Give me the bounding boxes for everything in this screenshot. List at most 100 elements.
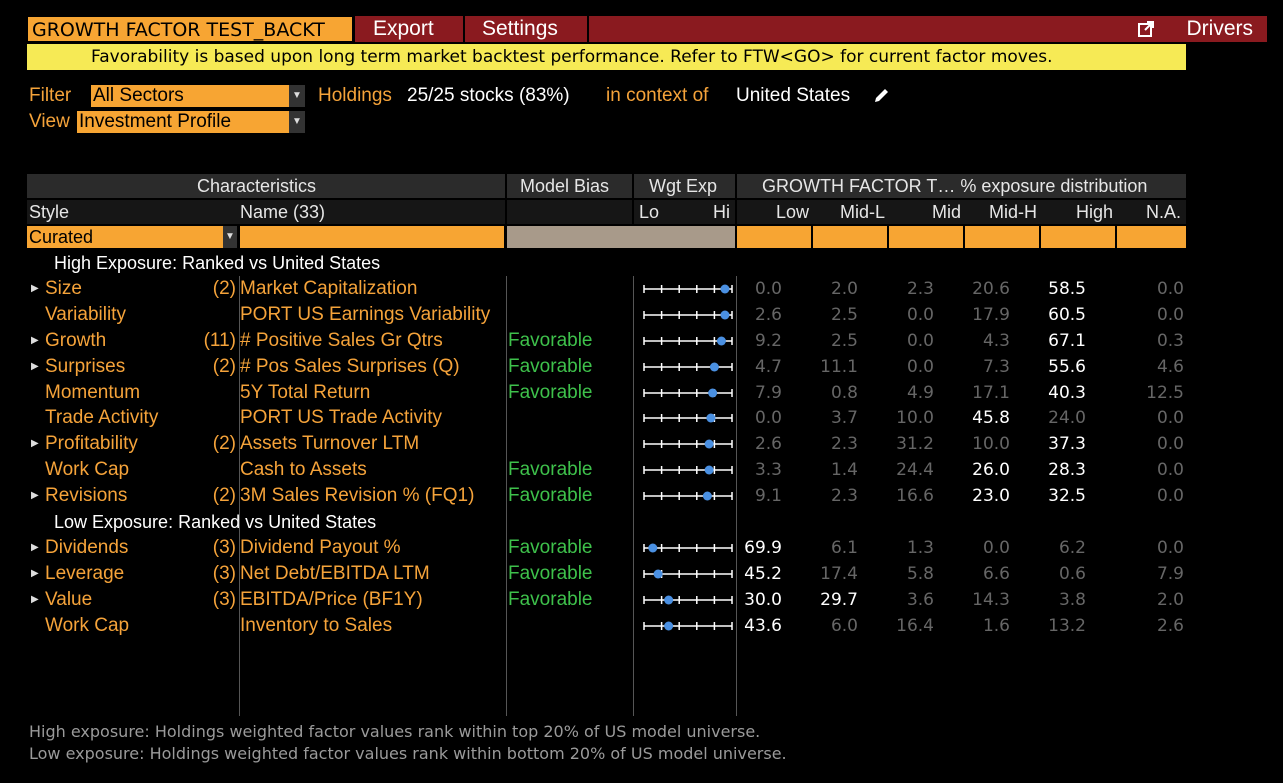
factor-name-cell[interactable]: # Pos Sales Surprises (Q) (240, 355, 460, 377)
distribution-na-cell[interactable]: 0.0 (1156, 278, 1184, 299)
wgt-exp-header[interactable]: Wgt Exp (649, 176, 718, 196)
distribution-mid-l-cell[interactable]: 2.5 (830, 330, 858, 351)
mid-h-column-header[interactable]: Mid-H (989, 202, 1037, 222)
drivers-button[interactable]: Drivers (1186, 17, 1254, 40)
chevron-down-icon[interactable]: ▼ (289, 85, 305, 107)
distribution-mid-h-cell[interactable]: 26.0 (972, 460, 1010, 481)
distribution-mid-cell[interactable]: 10.0 (896, 408, 934, 429)
name-column-header[interactable]: Name (33) (240, 202, 326, 222)
table-row[interactable]: ▶ Revisions (2) 3M Sales Revision % (FQ1) Fa… (0, 483, 1283, 509)
expand-arrow-icon[interactable]: ▶ (31, 490, 39, 502)
table-row[interactable]: Momentum 5Y Total Return Favorable 7.9 0.8 4.… (0, 380, 1283, 406)
distribution-mid-l-cell[interactable]: 29.7 (820, 589, 858, 610)
distribution-high-cell[interactable]: 37.3 (1048, 434, 1086, 455)
table-row[interactable]: ▶ Surprises (2) # Pos Sales Surprises (Q) Fa… (0, 354, 1283, 380)
distribution-mid-h-cell[interactable]: 45.8 (972, 408, 1010, 429)
distribution-mid-h-cell[interactable]: 17.9 (972, 304, 1010, 325)
style-filter-dropdown[interactable]: Curated ▼ (27, 226, 237, 248)
high-filter-field[interactable] (1041, 226, 1115, 248)
distribution-high-cell[interactable]: 6.2 (1058, 537, 1086, 558)
distribution-high-cell[interactable]: 0.6 (1058, 563, 1086, 584)
table-row[interactable]: ▶ Growth (11) # Positive Sales Gr Qtrs Favor… (0, 328, 1283, 354)
distribution-mid-h-cell[interactable]: 4.3 (982, 330, 1010, 351)
distribution-low-cell[interactable]: 45.2 (744, 563, 782, 584)
distribution-na-cell[interactable]: 0.0 (1156, 434, 1184, 455)
distribution-na-cell[interactable]: 0.0 (1156, 537, 1184, 558)
factor-name-cell[interactable]: 3M Sales Revision % (FQ1) (240, 485, 475, 507)
mid-column-header[interactable]: Mid (931, 202, 961, 222)
distribution-high-cell[interactable]: 60.5 (1048, 304, 1086, 325)
table-row[interactable]: Variability PORT US Earnings Variability 2… (0, 302, 1283, 328)
distribution-mid-l-cell[interactable]: 2.3 (830, 434, 858, 455)
distribution-mid-h-cell[interactable]: 20.6 (972, 278, 1010, 299)
distribution-na-cell[interactable]: 4.6 (1156, 356, 1184, 377)
table-row[interactable]: ▶ Profitability (2) Assets Turnover LTM 2.6 2… (0, 431, 1283, 457)
distribution-low-cell[interactable]: 3.3 (754, 460, 782, 481)
settings-button[interactable]: Settings (482, 17, 558, 40)
distribution-mid-l-cell[interactable]: 2.3 (830, 486, 858, 507)
distribution-mid-h-cell[interactable]: 7.3 (982, 356, 1010, 377)
distribution-na-cell[interactable]: 7.9 (1156, 563, 1184, 584)
distribution-na-cell[interactable]: 2.0 (1156, 589, 1184, 610)
model-bias-header[interactable]: Model Bias (520, 176, 610, 196)
distribution-mid-l-cell[interactable]: 2.5 (830, 304, 858, 325)
distribution-mid-l-cell[interactable]: 6.0 (830, 615, 858, 636)
mid-l-filter-field[interactable] (813, 226, 887, 248)
factor-name-cell[interactable]: # Positive Sales Gr Qtrs (240, 329, 443, 351)
distribution-high-cell[interactable]: 58.5 (1048, 278, 1086, 299)
distribution-mid-cell[interactable]: 3.6 (906, 589, 934, 610)
chevron-down-icon[interactable]: ▼ (223, 226, 237, 248)
distribution-mid-l-cell[interactable]: 0.8 (830, 382, 858, 403)
distribution-mid-cell[interactable]: 2.3 (906, 278, 934, 299)
distribution-low-cell[interactable]: 9.1 (754, 486, 782, 507)
distribution-na-cell[interactable]: 0.0 (1156, 486, 1184, 507)
distribution-na-cell[interactable]: 0.3 (1156, 330, 1184, 351)
distribution-low-cell[interactable]: 30.0 (744, 589, 782, 610)
distribution-mid-l-cell[interactable]: 11.1 (820, 356, 858, 377)
expand-arrow-icon[interactable]: ▶ (31, 438, 39, 450)
distribution-mid-cell[interactable]: 0.0 (906, 330, 934, 351)
distribution-low-cell[interactable]: 2.6 (754, 304, 782, 325)
distribution-mid-cell[interactable]: 5.8 (906, 563, 934, 584)
distribution-mid-cell[interactable]: 16.6 (896, 486, 934, 507)
sector-filter-dropdown[interactable]: All Sectors ▼ (91, 85, 305, 107)
distribution-low-cell[interactable]: 2.6 (754, 434, 782, 455)
distribution-mid-cell[interactable]: 1.3 (906, 537, 934, 558)
table-row[interactable]: Work Cap Cash to Assets Favorable 3.3 1.4 24.… (0, 457, 1283, 483)
distribution-mid-h-cell[interactable]: 17.1 (972, 382, 1010, 403)
expand-arrow-icon[interactable]: ▶ (31, 567, 39, 579)
low-filter-field[interactable] (737, 226, 811, 248)
distribution-mid-cell[interactable]: 0.0 (906, 304, 934, 325)
distribution-low-cell[interactable]: 0.0 (754, 408, 782, 429)
distribution-mid-l-cell[interactable]: 1.4 (830, 460, 858, 481)
distribution-mid-cell[interactable]: 4.9 (906, 382, 934, 403)
distribution-mid-h-cell[interactable]: 6.6 (982, 563, 1010, 584)
expand-arrow-icon[interactable]: ▶ (31, 334, 39, 346)
distribution-mid-cell[interactable]: 16.4 (896, 615, 934, 636)
view-dropdown[interactable]: Investment Profile ▼ (77, 111, 305, 133)
factor-name-cell[interactable]: PORT US Trade Activity (240, 407, 443, 429)
distribution-na-cell[interactable]: 0.0 (1156, 460, 1184, 481)
distribution-mid-h-cell[interactable]: 10.0 (972, 434, 1010, 455)
distribution-mid-h-cell[interactable]: 23.0 (972, 486, 1010, 507)
style-column-header[interactable]: Style (29, 202, 70, 222)
expand-arrow-icon[interactable]: ▶ (31, 593, 39, 605)
mid-filter-field[interactable] (889, 226, 963, 248)
factor-name-cell[interactable]: Assets Turnover LTM (240, 433, 420, 455)
distribution-mid-cell[interactable]: 0.0 (906, 356, 934, 377)
distribution-low-cell[interactable]: 4.7 (754, 356, 782, 377)
factor-name-cell[interactable]: Net Debt/EBITDA LTM (240, 562, 430, 584)
distribution-low-cell[interactable]: 43.6 (744, 615, 782, 636)
table-row[interactable]: ▶ Value (3) EBITDA/Price (BF1Y) Favorable 30.… (0, 587, 1283, 613)
distribution-high-cell[interactable]: 40.3 (1048, 382, 1086, 403)
distribution-mid-cell[interactable]: 31.2 (896, 434, 934, 455)
chevron-down-icon[interactable]: ▼ (289, 111, 305, 133)
table-row[interactable]: Work Cap Inventory to Sales 43.6 6.0 16.4 1.6… (0, 613, 1283, 639)
factor-name-cell[interactable]: EBITDA/Price (BF1Y) (240, 588, 423, 610)
table-row[interactable]: ▶ Leverage (3) Net Debt/EBITDA LTM Favorable… (0, 561, 1283, 587)
distribution-low-cell[interactable]: 69.9 (744, 537, 782, 558)
context-value[interactable]: United States (736, 85, 851, 106)
distribution-na-cell[interactable]: 0.0 (1156, 408, 1184, 429)
distribution-low-cell[interactable]: 9.2 (754, 330, 782, 351)
table-row[interactable]: ▶ Size (2) Market Capitalization 0.0 2.0 2.3 20… (0, 276, 1283, 302)
